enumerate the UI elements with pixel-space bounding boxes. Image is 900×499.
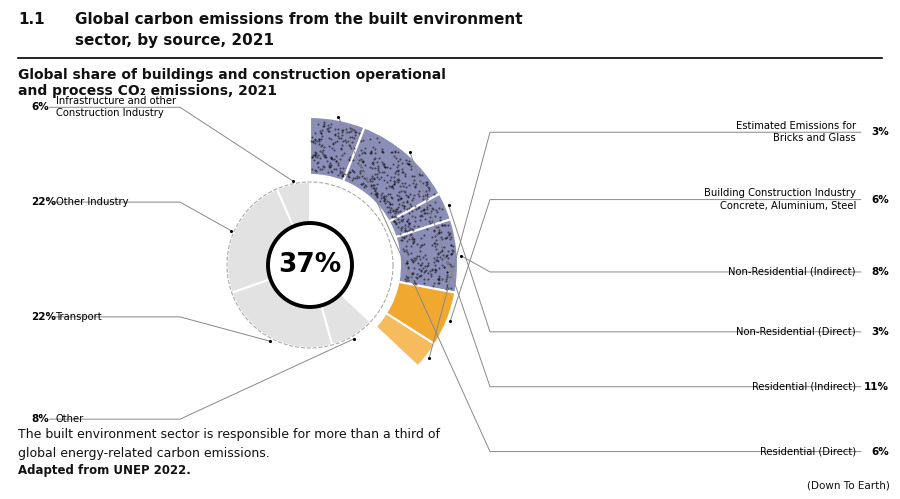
Text: Estimated Emissions for
Bricks and Glass: Estimated Emissions for Bricks and Glass xyxy=(736,121,856,143)
Circle shape xyxy=(268,223,352,307)
Text: Other Industry: Other Industry xyxy=(56,197,128,207)
Text: (Down To Earth): (Down To Earth) xyxy=(807,481,890,491)
Text: 8%: 8% xyxy=(32,414,50,424)
Text: Infrastructure and other
Construction Industry: Infrastructure and other Construction In… xyxy=(56,96,176,118)
Wedge shape xyxy=(343,127,440,222)
Text: Adapted from UNEP 2022.: Adapted from UNEP 2022. xyxy=(18,464,191,477)
Text: 8%: 8% xyxy=(871,267,889,277)
Text: 11%: 11% xyxy=(864,382,889,392)
Text: 22%: 22% xyxy=(32,197,57,207)
Wedge shape xyxy=(321,294,371,345)
Text: 3%: 3% xyxy=(871,127,889,137)
Wedge shape xyxy=(375,313,435,366)
Text: 37%: 37% xyxy=(278,252,342,278)
Text: Non-Residential (Indirect): Non-Residential (Indirect) xyxy=(728,267,856,277)
Wedge shape xyxy=(277,182,310,227)
Wedge shape xyxy=(227,189,293,293)
Text: 6%: 6% xyxy=(871,447,889,457)
Text: Non-Residential (Direct): Non-Residential (Direct) xyxy=(736,327,856,337)
Text: 6%: 6% xyxy=(871,195,889,205)
Text: and process CO₂ emissions, 2021: and process CO₂ emissions, 2021 xyxy=(18,84,277,98)
Text: Residential (Direct): Residential (Direct) xyxy=(760,447,856,457)
Text: 1.1: 1.1 xyxy=(18,12,45,27)
Text: Transport: Transport xyxy=(56,312,102,322)
Text: Global share of buildings and construction operational: Global share of buildings and constructi… xyxy=(18,68,446,82)
Text: 6%: 6% xyxy=(32,102,50,112)
Wedge shape xyxy=(232,279,332,348)
Text: Other: Other xyxy=(56,414,84,424)
Text: 22%: 22% xyxy=(32,312,57,322)
Text: Building Construction Industry
Concrete, Aluminium, Steel: Building Construction Industry Concrete,… xyxy=(704,189,856,211)
Wedge shape xyxy=(386,282,455,344)
Wedge shape xyxy=(389,194,451,237)
Text: Global carbon emissions from the built environment
sector, by source, 2021: Global carbon emissions from the built e… xyxy=(75,12,523,48)
Wedge shape xyxy=(310,117,364,181)
Text: The built environment sector is responsible for more than a third of
global ener: The built environment sector is responsi… xyxy=(18,428,440,460)
Text: Residential (Indirect): Residential (Indirect) xyxy=(752,382,856,392)
Text: 3%: 3% xyxy=(871,327,889,337)
Wedge shape xyxy=(396,219,458,293)
